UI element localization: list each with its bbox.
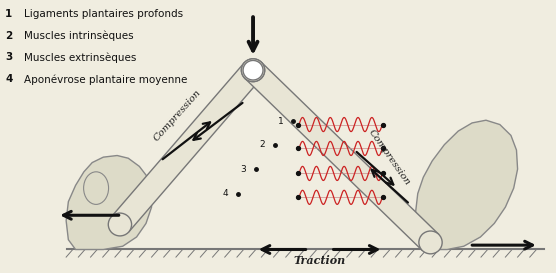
Text: 2: 2 <box>260 140 265 149</box>
Text: Ligaments plantaires profonds: Ligaments plantaires profonds <box>24 9 183 19</box>
Text: Compression: Compression <box>152 88 202 143</box>
Text: 1: 1 <box>278 117 284 126</box>
Text: Muscles intrinsèques: Muscles intrinsèques <box>24 31 133 41</box>
Text: 2: 2 <box>5 31 12 41</box>
Text: Compression: Compression <box>366 127 411 187</box>
Text: Traction: Traction <box>294 255 346 266</box>
Polygon shape <box>245 62 439 251</box>
Circle shape <box>108 213 132 236</box>
Text: 4: 4 <box>5 74 12 84</box>
Text: 3: 3 <box>5 52 12 62</box>
Polygon shape <box>415 120 518 250</box>
Circle shape <box>241 59 265 82</box>
Circle shape <box>243 60 263 80</box>
Text: 3: 3 <box>241 165 246 174</box>
Text: 1: 1 <box>5 9 12 19</box>
Circle shape <box>419 231 442 254</box>
Circle shape <box>241 59 265 82</box>
Text: 4: 4 <box>222 189 228 198</box>
Polygon shape <box>66 156 152 250</box>
Text: Muscles extrinsèques: Muscles extrinsèques <box>24 52 136 63</box>
Text: Aponévrose plantaire moyenne: Aponévrose plantaire moyenne <box>24 74 187 85</box>
Polygon shape <box>111 63 262 232</box>
